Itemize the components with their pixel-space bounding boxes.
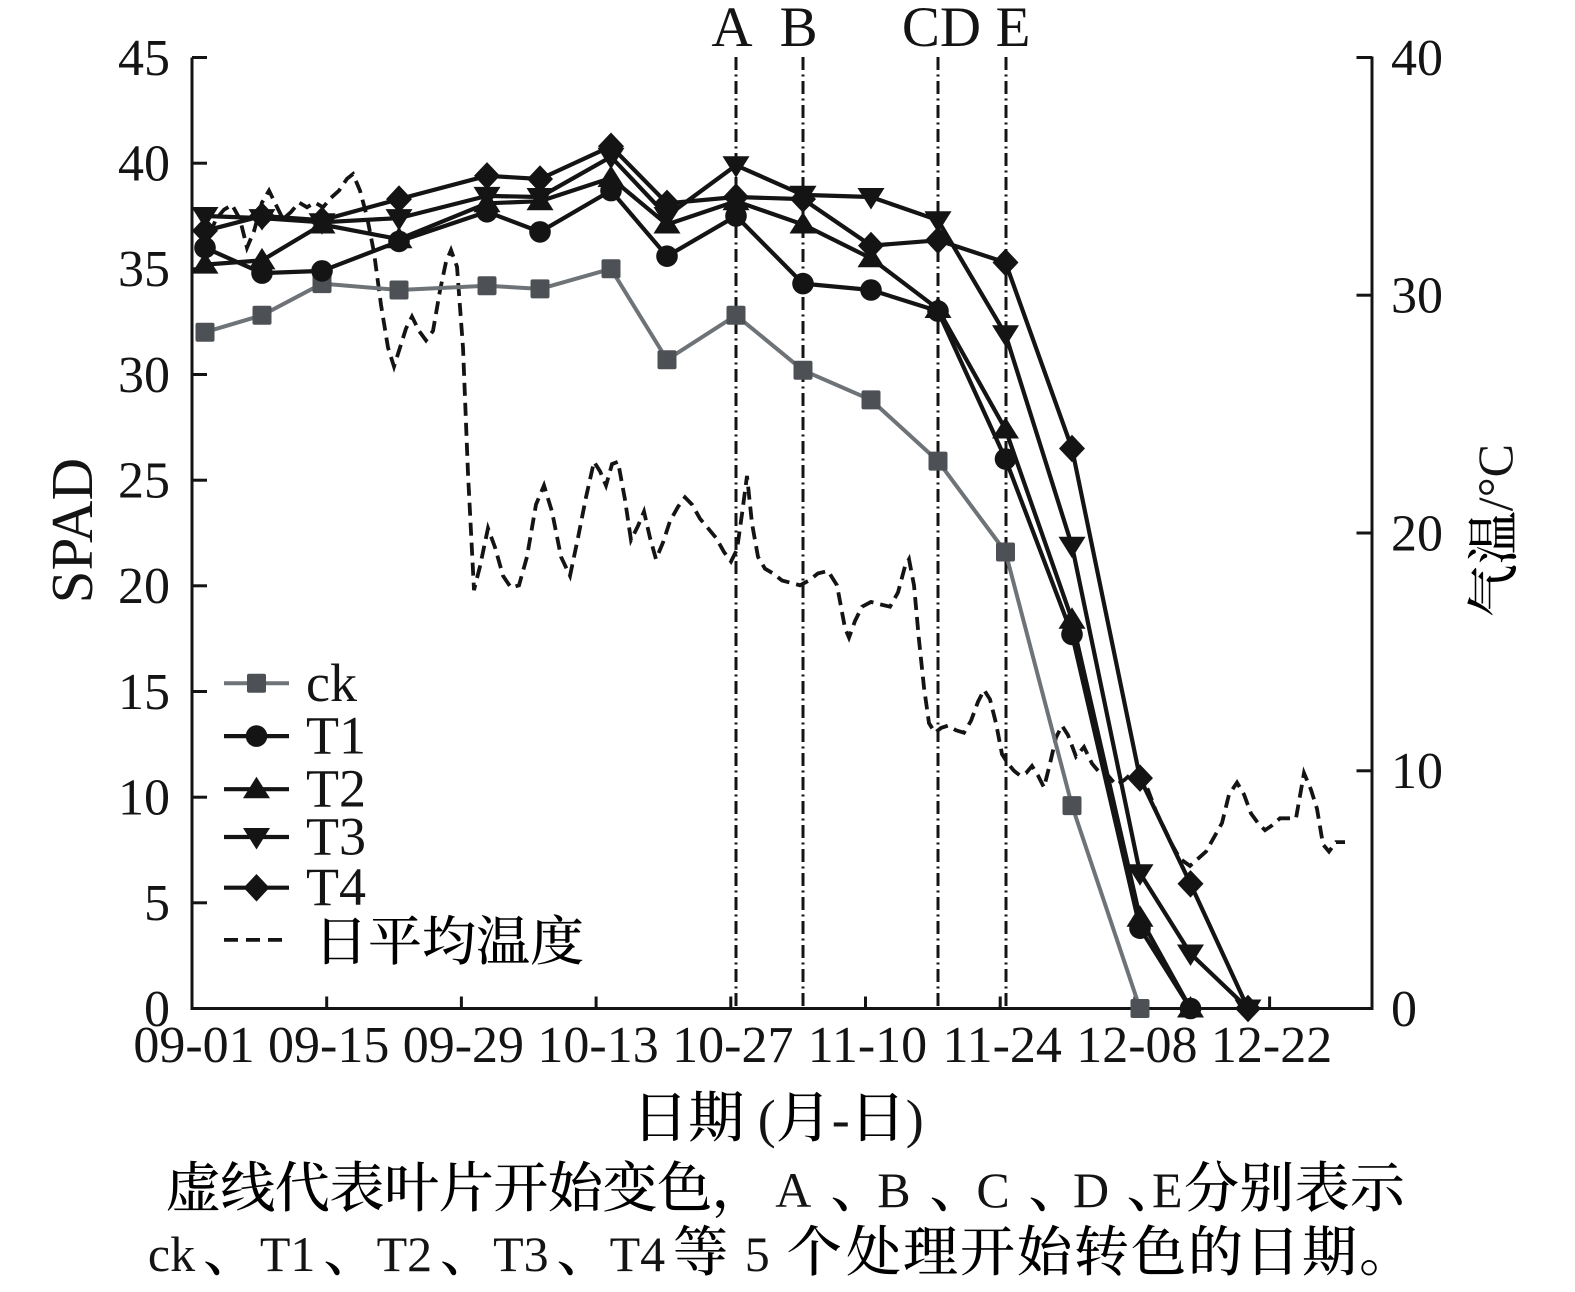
svg-text:30: 30 bbox=[118, 347, 170, 404]
svg-text:T2: T2 bbox=[306, 759, 366, 819]
svg-text:30: 30 bbox=[1391, 268, 1443, 325]
svg-text:20: 20 bbox=[1391, 505, 1443, 562]
svg-text:T4: T4 bbox=[306, 857, 366, 917]
svg-text:5: 5 bbox=[144, 875, 170, 932]
svg-text:E: E bbox=[996, 0, 1031, 59]
svg-text:09-29: 09-29 bbox=[403, 1017, 524, 1074]
svg-text:12-22: 12-22 bbox=[1211, 1017, 1332, 1074]
svg-text:B: B bbox=[780, 0, 818, 59]
svg-text:ck: ck bbox=[148, 1226, 195, 1282]
svg-text:T4: T4 bbox=[610, 1226, 666, 1282]
svg-text:11-10: 11-10 bbox=[808, 1017, 927, 1074]
svg-text:10-13: 10-13 bbox=[537, 1017, 658, 1074]
svg-text:-: - bbox=[832, 1089, 850, 1149]
svg-text:10: 10 bbox=[118, 770, 170, 827]
svg-text:35: 35 bbox=[118, 241, 170, 298]
svg-text:T1: T1 bbox=[260, 1226, 316, 1282]
svg-text:C: C bbox=[976, 1162, 1009, 1218]
svg-text:20: 20 bbox=[118, 558, 170, 615]
svg-text:0: 0 bbox=[144, 981, 170, 1038]
svg-text:40: 40 bbox=[118, 136, 170, 193]
svg-text:40: 40 bbox=[1391, 30, 1443, 87]
svg-text:12-08: 12-08 bbox=[1076, 1017, 1197, 1074]
svg-text:T1: T1 bbox=[306, 706, 366, 766]
svg-text:CD: CD bbox=[902, 0, 981, 59]
svg-text:(: ( bbox=[758, 1089, 776, 1149]
svg-text:5: 5 bbox=[745, 1226, 770, 1282]
svg-text:T3: T3 bbox=[306, 807, 366, 867]
svg-text:D: D bbox=[1073, 1162, 1109, 1218]
svg-text:A: A bbox=[775, 1162, 811, 1218]
svg-text:E: E bbox=[1152, 1162, 1183, 1218]
svg-text:10: 10 bbox=[1391, 743, 1443, 800]
svg-text:09-01: 09-01 bbox=[133, 1017, 254, 1074]
svg-text:B: B bbox=[877, 1162, 910, 1218]
svg-text:25: 25 bbox=[118, 453, 170, 510]
svg-text:09-15: 09-15 bbox=[268, 1017, 389, 1074]
svg-text:11-24: 11-24 bbox=[943, 1017, 1062, 1074]
svg-text:45: 45 bbox=[118, 30, 170, 87]
svg-text:T2: T2 bbox=[377, 1226, 433, 1282]
svg-text:A: A bbox=[711, 0, 752, 59]
svg-text:10-27: 10-27 bbox=[672, 1017, 793, 1074]
svg-text:SPAD: SPAD bbox=[39, 458, 105, 603]
svg-text:0: 0 bbox=[1391, 981, 1417, 1038]
svg-text:/°C: /°C bbox=[1467, 444, 1523, 511]
svg-text:15: 15 bbox=[118, 664, 170, 721]
svg-text:T3: T3 bbox=[493, 1226, 549, 1282]
svg-text:ck: ck bbox=[306, 653, 357, 713]
svg-text:): ) bbox=[906, 1089, 924, 1149]
